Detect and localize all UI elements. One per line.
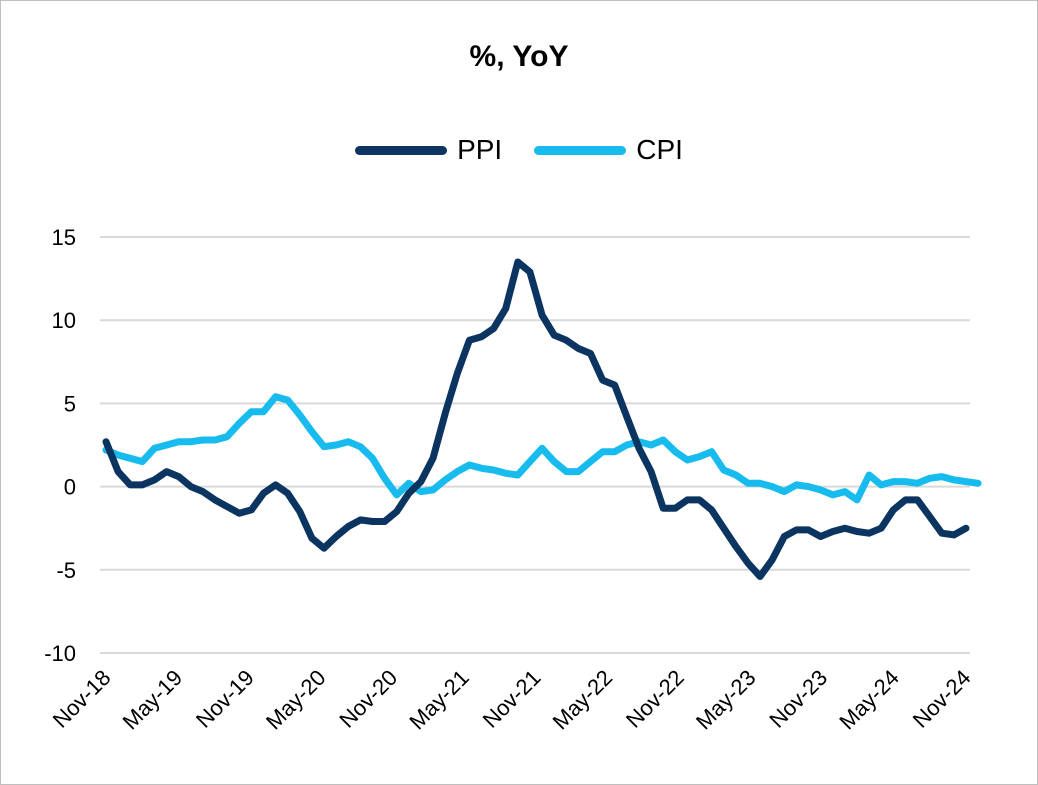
y-tick-label: 10: [52, 308, 76, 333]
legend-item-cpi: CPI: [534, 134, 683, 166]
y-tick-label: 0: [64, 475, 76, 500]
x-tick-label: May-22: [548, 665, 618, 735]
y-tick-label: 15: [52, 225, 76, 250]
chart-title: %, YoY: [469, 40, 569, 73]
x-tick-label: May-19: [118, 665, 188, 735]
gridlines: [100, 236, 970, 654]
x-tick-label: Nov-21: [478, 665, 546, 733]
x-tick-label: May-24: [834, 665, 904, 735]
x-tick-label: Nov-19: [191, 665, 259, 733]
x-tick-label: Nov-20: [334, 665, 402, 733]
x-tick-label: Nov-22: [621, 665, 689, 733]
y-tick-label: -10: [44, 641, 76, 666]
x-tick-label: Nov-24: [908, 665, 976, 733]
y-axis-tick-labels: 15 10 5 0 -5 -10: [44, 225, 76, 666]
x-tick-label: May-23: [691, 665, 761, 735]
x-tick-label: May-20: [261, 665, 331, 735]
legend-swatch-cpi: [534, 145, 627, 155]
legend-swatch-ppi: [355, 145, 448, 155]
x-axis-tick-labels: Nov-18 May-19 Nov-19 May-20 Nov-20 May-21 Nov-…: [48, 665, 976, 735]
x-tick-label: May-21: [404, 665, 474, 735]
legend-label-cpi: CPI: [636, 134, 683, 165]
legend: PPI CPI: [0, 134, 1038, 166]
x-tick-label: Nov-23: [764, 665, 832, 733]
series-line-ppi: [102, 258, 970, 580]
legend-label-ppi: PPI: [457, 134, 503, 165]
series-line-cpi: [102, 393, 982, 504]
y-tick-label: 5: [64, 391, 76, 416]
series-lines: [102, 258, 982, 580]
y-tick-label: -5: [56, 558, 76, 583]
x-tick-label: Nov-18: [48, 665, 116, 733]
legend-item-ppi: PPI: [355, 134, 502, 166]
